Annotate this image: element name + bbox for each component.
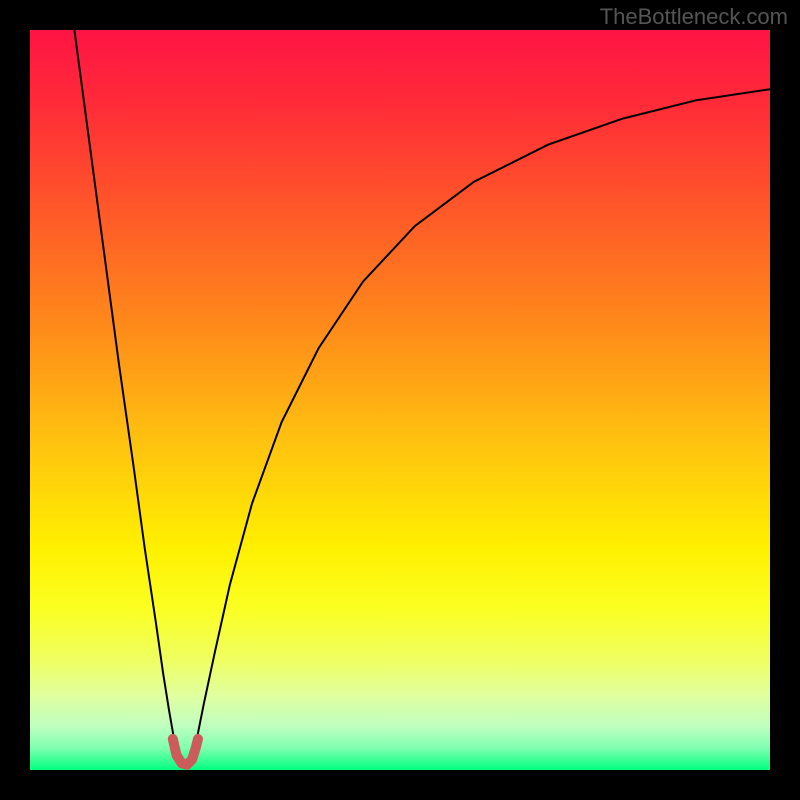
gradient-background	[30, 30, 770, 770]
watermark-text: TheBottleneck.com	[600, 4, 788, 30]
plot-area	[30, 30, 770, 770]
chart-svg	[30, 30, 770, 770]
